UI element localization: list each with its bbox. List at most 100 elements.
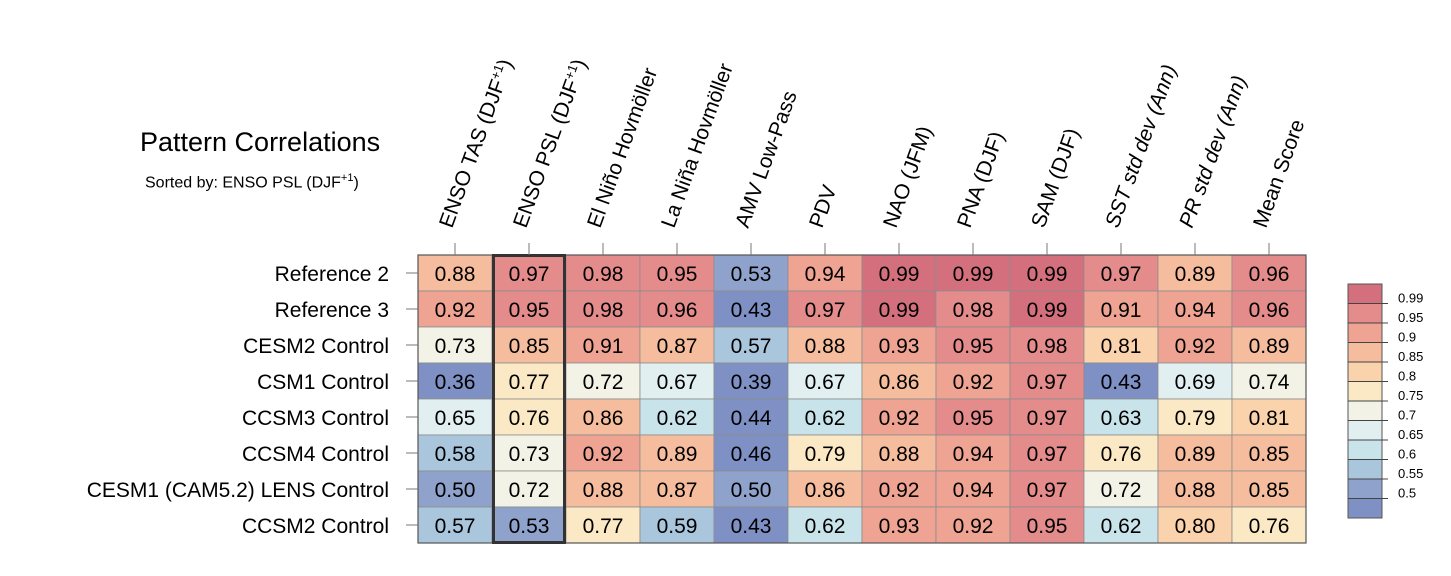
cell-value-label: 0.97: [509, 263, 550, 286]
cell-value-label: 0.62: [657, 407, 698, 430]
cell-value-label: 0.67: [805, 371, 846, 394]
heatmap-cell: [1231, 398, 1307, 436]
heatmap-cell: [861, 470, 937, 508]
column-label: La Niña Hovmöller: [657, 61, 738, 231]
colorbar-segment: [1348, 303, 1382, 324]
cell-value-label: 0.97: [805, 299, 846, 322]
cell-value-label: 0.43: [731, 299, 772, 322]
cell-value-label: 0.36: [435, 371, 476, 394]
row-label: Reference 3: [275, 299, 389, 322]
colorbar-segment: [1348, 479, 1382, 499]
heatmap-cell: [491, 290, 567, 328]
cell-value-label: 0.98: [583, 263, 624, 286]
heatmap-cell: [491, 254, 567, 292]
cell-value-label: 0.63: [1101, 407, 1142, 430]
heatmap-cell: [565, 434, 641, 472]
cell-value-label: 0.95: [657, 263, 698, 286]
cell-value-label: 0.99: [1027, 299, 1068, 322]
heatmap-cell: [787, 398, 863, 436]
cell-value-label: 0.81: [1249, 407, 1290, 430]
heatmap-cell: [1157, 254, 1233, 292]
cell-value-label: 0.44: [731, 407, 772, 430]
cell-value-label: 0.73: [509, 443, 550, 466]
cell-value-label: 0.62: [805, 515, 846, 538]
colorbar-tick-label: 0.85: [1398, 349, 1423, 364]
heatmap-cell: [713, 254, 789, 292]
heatmap-cell: [1231, 254, 1307, 292]
column-label: PDV: [805, 182, 841, 230]
cell-value-label: 0.88: [805, 335, 846, 358]
heatmap-cell: [1231, 434, 1307, 472]
cell-value-label: 0.79: [1175, 407, 1216, 430]
cell-value-label: 0.89: [1249, 335, 1290, 358]
cell-value-label: 0.62: [805, 407, 846, 430]
heatmap-cell: [1157, 398, 1233, 436]
heatmap-cell: [1009, 326, 1085, 364]
heatmap-cell: [417, 506, 493, 544]
heatmap-cell: [417, 398, 493, 436]
colorbar-segment: [1348, 342, 1382, 363]
colorbar-tick-label: 0.75: [1398, 388, 1423, 403]
cell-value-label: 0.93: [879, 335, 920, 358]
heatmap-cell: [639, 398, 715, 436]
heatmap-cell: [1083, 290, 1159, 328]
colorbar-tick-label: 0.55: [1398, 466, 1423, 481]
heatmap-cell: [639, 290, 715, 328]
cell-value-label: 0.58: [435, 443, 476, 466]
cell-value-label: 0.92: [953, 515, 994, 538]
colorbar-tick-label: 0.99: [1398, 291, 1423, 306]
heatmap-cell: [1157, 506, 1233, 544]
colorbar-tick-label: 0.7: [1398, 408, 1416, 423]
heatmap-cell: [935, 398, 1011, 436]
column-label: NAO (JFM): [879, 123, 937, 231]
cell-value-label: 0.76: [1101, 443, 1142, 466]
heatmap-cell: [787, 326, 863, 364]
colorbar-tick-label: 0.95: [1398, 310, 1423, 325]
cell-value-label: 0.65: [435, 407, 476, 430]
cell-value-label: 0.85: [509, 335, 550, 358]
heatmap-cell: [565, 290, 641, 328]
row-label: CCSM2 Control: [242, 515, 389, 538]
cell-value-label: 0.92: [953, 371, 994, 394]
cell-value-label: 0.57: [731, 335, 772, 358]
cell-value-label: 0.94: [953, 479, 994, 502]
heatmap-cell: [861, 362, 937, 400]
heatmap-cell: [713, 290, 789, 328]
row-label: CESM1 (CAM5.2) LENS Control: [87, 479, 389, 502]
cell-value-label: 0.88: [879, 443, 920, 466]
column-label: ENSO TAS (DJF+1): [434, 56, 518, 231]
chart-title: Pattern Correlations: [140, 127, 381, 157]
colorbar-segment: [1348, 459, 1382, 480]
heatmap-cell: [1009, 506, 1085, 544]
column-label: SAM (DJF): [1027, 125, 1084, 230]
cell-value-label: 0.94: [805, 263, 846, 286]
heatmap-cell: [1231, 326, 1307, 364]
colorbar-segment: [1348, 420, 1382, 441]
row-label: CCSM3 Control: [242, 407, 389, 430]
column-label: SST std dev (Ann): [1101, 62, 1181, 231]
heatmap-cell: [639, 470, 715, 508]
cell-value-label: 0.43: [1101, 371, 1142, 394]
colorbar-segment: [1348, 323, 1382, 343]
cell-value-label: 0.96: [1249, 299, 1290, 322]
heatmap-cell: [935, 362, 1011, 400]
cell-value-label: 0.77: [509, 371, 550, 394]
colorbar-segment: [1348, 498, 1382, 519]
heatmap-cell: [1009, 470, 1085, 508]
heatmap-cell: [713, 506, 789, 544]
cell-value-label: 0.99: [953, 263, 994, 286]
cell-value-label: 0.94: [1175, 299, 1216, 322]
cell-value-label: 0.50: [731, 479, 772, 502]
cell-value-label: 0.95: [509, 299, 550, 322]
heatmap-cell: [787, 254, 863, 292]
cell-value-label: 0.81: [1101, 335, 1142, 358]
cell-value-label: 0.97: [1027, 371, 1068, 394]
cell-value-label: 0.98: [583, 299, 624, 322]
cell-value-label: 0.43: [731, 515, 772, 538]
column-label: Mean Score: [1249, 116, 1309, 230]
heatmap-cell: [1009, 290, 1085, 328]
chart-subtitle: Sorted by: ENSO PSL (DJF+1): [145, 172, 359, 192]
heatmap-cell: [565, 398, 641, 436]
heatmap-cell: [491, 362, 567, 400]
cell-value-label: 0.92: [583, 443, 624, 466]
